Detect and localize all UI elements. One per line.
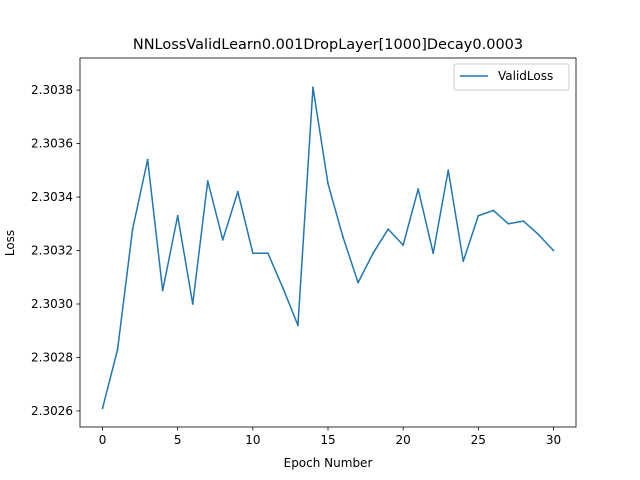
legend: ValidLoss	[453, 63, 570, 91]
data-point	[251, 252, 254, 255]
x-axis-label: Epoch Number	[284, 456, 373, 470]
data-point	[507, 222, 510, 225]
x-tick-label: 30	[546, 433, 561, 447]
data-point	[357, 281, 359, 284]
data-point	[462, 260, 465, 263]
legend-box	[453, 63, 570, 91]
y-tick-label: 2.3036	[31, 137, 73, 151]
y-tick-label: 2.3034	[31, 190, 73, 204]
data-point	[432, 252, 435, 255]
x-tick-label: 10	[245, 433, 260, 447]
y-tick-label: 2.3026	[31, 404, 73, 418]
data-point	[146, 158, 149, 161]
data-point	[131, 228, 134, 231]
x-tick-label: 5	[174, 433, 182, 447]
data-point	[266, 252, 269, 255]
chart-title: NNLossValidLearn0.001DropLayer[1000]Deca…	[133, 37, 523, 53]
data-point	[327, 182, 329, 185]
legend-label-validloss: ValidLoss	[498, 69, 553, 83]
data-point	[176, 214, 179, 217]
data-point	[101, 407, 104, 410]
y-axis-label: Loss	[3, 230, 17, 256]
data-point	[342, 236, 344, 239]
data-point	[206, 180, 209, 182]
data-point	[312, 86, 314, 89]
data-point	[402, 244, 405, 247]
y-tick-label: 2.3028	[31, 350, 73, 364]
plot-area-frame	[79, 57, 577, 428]
data-point	[447, 169, 450, 172]
x-tick-label: 20	[396, 433, 411, 447]
x-tick-label: 25	[471, 433, 486, 447]
data-point	[116, 348, 119, 351]
data-point	[417, 188, 420, 190]
data-point	[372, 252, 374, 255]
data-point	[221, 238, 224, 241]
y-tick-label: 2.3030	[31, 297, 73, 311]
data-point	[236, 190, 239, 193]
data-point	[522, 220, 525, 223]
data-point	[492, 209, 495, 212]
series-layer	[101, 86, 555, 410]
y-tick-label: 2.3032	[31, 244, 73, 258]
data-point	[387, 228, 390, 231]
x-tick-label: 15	[320, 433, 335, 447]
data-point	[477, 214, 480, 217]
data-point	[552, 249, 555, 252]
y-tick-label: 2.3038	[31, 83, 73, 97]
data-point	[297, 324, 299, 327]
data-point	[161, 289, 164, 292]
data-point	[537, 233, 540, 236]
data-point	[282, 287, 284, 289]
x-tick-label: 0	[99, 433, 107, 447]
ticks-layer: 0 5 10 15 20 25 30 2.3026 2.3028 2.3030 2.3032 2.30…	[31, 83, 561, 447]
data-point	[191, 303, 194, 305]
